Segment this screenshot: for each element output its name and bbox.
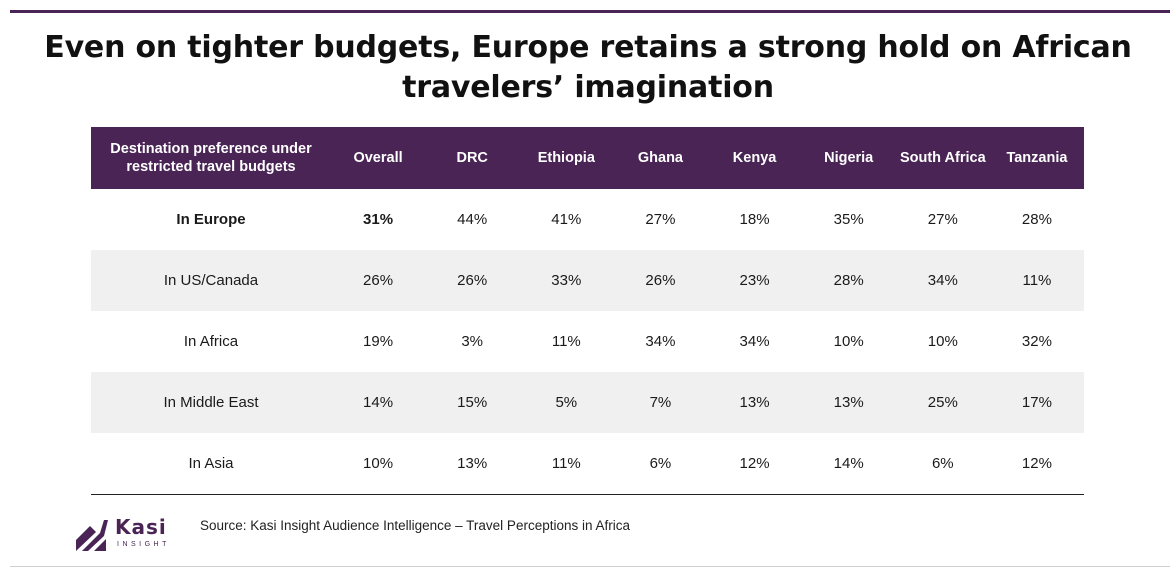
column-header: Nigeria [801, 127, 896, 189]
table-cell: 17% [989, 372, 1084, 433]
table-cell: 15% [425, 372, 520, 433]
table-cell: 3% [461, 333, 484, 350]
table-cell: 23% [707, 250, 802, 311]
table-row: In Europe 31% 44% 41% 27% 18% 35% 27% 28… [91, 189, 1084, 250]
table-cell: 6% [613, 433, 708, 495]
table-cell: 10% [927, 333, 958, 350]
table-cell: 28% [801, 250, 896, 311]
table-row: In Middle East 14% 15% 5% 7% 13% 13% 25%… [91, 372, 1084, 433]
table-cell: 19% [363, 333, 394, 350]
table-cell: 34% [645, 333, 676, 350]
top-divider [10, 10, 1170, 13]
table-cell: 44% [457, 211, 488, 228]
table-cell: 14% [331, 372, 426, 433]
table-cell: 12% [989, 433, 1084, 495]
table-cell: 11% [519, 433, 614, 495]
table-cell: 26% [613, 250, 708, 311]
logo-wordmark: Kasi [115, 515, 167, 539]
table-cell: 13% [801, 372, 896, 433]
table-cell: 25% [895, 372, 990, 433]
table-cell: 12% [707, 433, 802, 495]
table-cell: 10% [833, 333, 864, 350]
table-cell: 14% [801, 433, 896, 495]
table-cell: 13% [425, 433, 520, 495]
table-cell: 5% [519, 372, 614, 433]
table-cell: 41% [551, 211, 582, 228]
table-cell: 27% [927, 211, 958, 228]
column-header: South Africa [895, 127, 990, 189]
source-note: Source: Kasi Insight Audience Intelligen… [200, 518, 630, 533]
table-cell: 10% [331, 433, 426, 495]
table-cell: 35% [833, 211, 864, 228]
column-header: Destination preference under restricted … [91, 127, 331, 189]
table-cell: 18% [739, 211, 770, 228]
column-header: Ethiopia [519, 127, 614, 189]
table-row: In Asia 10% 13% 11% 6% 12% 14% 6% 12% [91, 433, 1084, 495]
table-header-row: Destination preference under restricted … [91, 127, 1084, 189]
data-table: Destination preference under restricted … [91, 127, 1084, 495]
column-header: Ghana [613, 127, 708, 189]
table-cell: 6% [895, 433, 990, 495]
table-cell: 11% [551, 333, 581, 350]
table-cell: 32% [1021, 333, 1052, 350]
column-header: Kenya [707, 127, 802, 189]
table-cell: 34% [895, 250, 990, 311]
table-cell: 31% [363, 211, 394, 228]
bottom-divider [10, 566, 1170, 567]
column-header: Overall [331, 127, 426, 189]
table-cell: 27% [645, 211, 676, 228]
row-label: In Asia [91, 433, 331, 495]
kasi-logo-icon [76, 520, 108, 551]
row-label: In US/Canada [91, 250, 331, 311]
logo-subtitle: INSIGHT [117, 541, 170, 548]
table-cell: 7% [613, 372, 708, 433]
column-header: Tanzania [989, 127, 1084, 189]
table-cell: 26% [425, 250, 520, 311]
table-row: In US/Canada 26% 26% 33% 26% 23% 28% 34%… [91, 250, 1084, 311]
column-header: DRC [425, 127, 520, 189]
page-title: Even on tighter budgets, Europe retains … [44, 30, 1132, 105]
row-label: In Africa [183, 333, 239, 350]
table-cell: 28% [1021, 211, 1052, 228]
row-label: In Middle East [91, 372, 331, 433]
table-cell: 34% [739, 333, 770, 350]
table-cell: 33% [519, 250, 614, 311]
table-cell: 13% [707, 372, 802, 433]
table-row: In Africa 19% 3% 11% 34% 34% 10% 10% 32% [91, 311, 1084, 372]
table-cell: 11% [989, 250, 1084, 311]
table-cell: 26% [331, 250, 426, 311]
row-label: In Europe [176, 211, 246, 228]
